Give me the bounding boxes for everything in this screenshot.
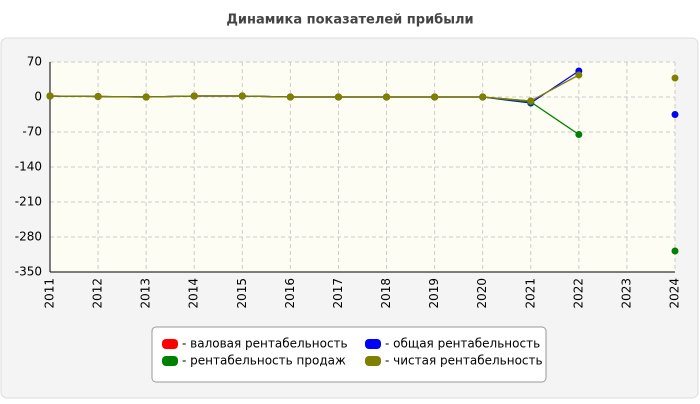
legend-swatch <box>162 356 178 366</box>
x-tick-label: 2023 <box>619 278 633 309</box>
point <box>46 92 54 100</box>
point <box>671 74 679 82</box>
point <box>334 93 342 101</box>
y-tick-label: 70 <box>27 55 42 69</box>
point <box>431 93 439 101</box>
y-tick-label: -350 <box>15 265 42 279</box>
legend-label: - общая рентабельность <box>385 337 540 351</box>
point <box>479 93 487 101</box>
point <box>527 97 535 105</box>
legend-swatch <box>162 339 178 349</box>
x-tick-label: 2015 <box>235 278 249 309</box>
x-tick-label: 2014 <box>187 278 201 309</box>
point <box>383 93 391 101</box>
x-tick-label: 2022 <box>571 278 585 309</box>
y-tick-label: -210 <box>15 195 42 209</box>
x-tick-label: 2021 <box>523 278 537 309</box>
x-tick-label: 2013 <box>139 278 153 309</box>
point <box>671 247 679 255</box>
point <box>575 71 583 79</box>
x-tick-label: 2016 <box>283 278 297 309</box>
point <box>142 93 150 101</box>
chart-title: Динамика показателей прибыли <box>226 13 473 28</box>
legend-label: - рентабельность продаж <box>182 354 346 368</box>
legend-label: - валовая рентабельность <box>182 337 348 351</box>
x-tick-label: 2024 <box>668 278 682 309</box>
y-tick-label: 0 <box>34 90 42 104</box>
legend-swatch <box>365 339 381 349</box>
x-tick-label: 2017 <box>331 278 345 309</box>
y-tick-label: -140 <box>15 160 42 174</box>
y-tick-label: -70 <box>22 125 42 139</box>
x-tick-label: 2018 <box>379 278 393 309</box>
y-tick-label: -280 <box>15 230 42 244</box>
point <box>575 131 583 138</box>
x-tick-label: 2019 <box>427 278 441 309</box>
point <box>671 111 679 118</box>
x-tick-label: 2020 <box>475 278 489 309</box>
point <box>190 92 198 100</box>
legend-swatch <box>365 356 381 366</box>
point <box>238 92 246 100</box>
legend <box>151 326 547 383</box>
x-tick-label: 2011 <box>43 278 57 309</box>
point <box>286 93 294 101</box>
x-tick-label: 2012 <box>91 278 105 309</box>
legend-label: - чистая рентабельность <box>385 354 543 368</box>
point <box>94 93 102 100</box>
